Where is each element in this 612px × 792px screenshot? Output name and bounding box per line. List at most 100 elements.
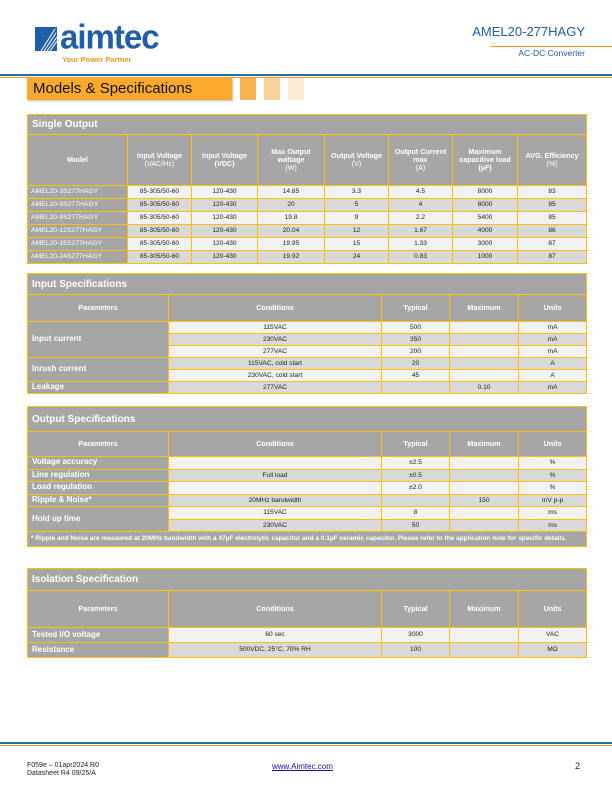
- column-header: Typical: [381, 431, 450, 457]
- table-cell: 20: [257, 198, 325, 212]
- table-cell: 0.83: [388, 250, 453, 264]
- table-cell: 85-305/50-60: [127, 237, 192, 251]
- aimtec-logo: aimtec Your Power Partner: [35, 17, 160, 72]
- footnote: * Ripple and Noise are measured at 20MHz…: [26, 530, 588, 548]
- column-header-label: Maximum capacitive load (µF): [459, 147, 511, 172]
- table-cell: A: [517, 357, 588, 370]
- column-header-label: Output Current max: [394, 147, 447, 165]
- parameter-name: Hold up time: [27, 506, 169, 532]
- product-subtitle: AC-DC Converter: [518, 48, 585, 58]
- table-cell: 12: [324, 224, 389, 238]
- table-cell: [449, 642, 519, 658]
- table-cell: 115VAC, cold start: [168, 357, 382, 370]
- table-cell: [449, 321, 519, 334]
- table-cell: 230VAC: [168, 333, 382, 346]
- parameter-name: Load regulation: [27, 481, 169, 495]
- column-header-label: Output Voltage: [331, 151, 382, 161]
- parameter-name: Tested I/O voltage: [27, 627, 169, 643]
- table-cell: 8000: [452, 185, 518, 199]
- table-cell: ±0.5: [381, 468, 450, 482]
- table-cell: 15: [324, 237, 389, 251]
- column-header: Maximum: [449, 431, 519, 457]
- column-header-label: AVG. Efficiency: [525, 151, 579, 161]
- column-header-unit: (V): [351, 159, 362, 168]
- column-header: Model: [27, 134, 128, 186]
- table-cell: 230VAC: [168, 518, 382, 532]
- table-cell: %: [517, 456, 588, 470]
- column-header: Output Voltage (V): [324, 134, 389, 186]
- table-cell: 120-430: [191, 198, 258, 212]
- output-spec-table: Output Specifications Parameters Condition…: [26, 406, 588, 548]
- column-header-unit: (W): [285, 162, 297, 172]
- table-cell: 230VAC, cold start: [168, 369, 382, 382]
- column-header: Parameters: [27, 431, 169, 457]
- table-cell: 45: [381, 369, 450, 382]
- table-cell: 115VAC: [168, 506, 382, 520]
- parameter-name: Leakage: [27, 381, 169, 394]
- table-cell: 120-430: [191, 250, 258, 264]
- table-cell: 19.8: [257, 211, 325, 225]
- table-cell: MΩ: [517, 642, 588, 658]
- column-header-unit: (VAC/Hz): [144, 159, 175, 168]
- table-cell: 85: [516, 211, 588, 225]
- table-row: Hold up time 115VAC 8 ms: [27, 506, 588, 532]
- table-cell: 3000: [452, 237, 518, 251]
- table-cell: 3.3: [324, 185, 389, 199]
- model-name: AMEL20-9S277HAGY: [27, 211, 128, 225]
- table-row: Tested I/O voltage 60 sec 3000 VAC: [27, 627, 588, 643]
- table-cell: 1.33: [388, 237, 453, 251]
- table-cell: 100: [381, 642, 450, 658]
- column-header-unit: (A): [415, 162, 426, 172]
- table-cell: mA: [517, 333, 588, 346]
- table-row: 230VAC 350 mA: [28, 333, 588, 346]
- footer-datasheet-rev: Datasheet R4 09/25/A: [27, 770, 96, 778]
- table-cell: 120-430: [191, 237, 258, 251]
- table-cell: 5400: [452, 211, 518, 225]
- table-title: Isolation Specification: [26, 568, 588, 591]
- table-cell: 2.2: [388, 211, 453, 225]
- model-name: AMEL20-24S277HAGY: [27, 250, 128, 264]
- section-banner: Models & Specifications: [27, 77, 232, 100]
- footer-divider: [0, 742, 612, 744]
- column-header: Conditions: [168, 590, 382, 628]
- banner-decoration: [264, 78, 280, 100]
- parameter-name: Ripple & Noise*: [27, 493, 169, 507]
- table-cell: 350: [381, 333, 450, 346]
- table-cell: [381, 381, 450, 394]
- footer-divider-accent: [0, 745, 612, 746]
- column-header: Maximum capacitive load (µF): [452, 134, 518, 186]
- table-cell: ±2.5: [381, 456, 450, 470]
- table-cell: [449, 468, 519, 482]
- parameter-name: Inrush current: [27, 357, 169, 382]
- table-cell: mA: [517, 345, 588, 358]
- table-cell: [449, 369, 519, 382]
- table-cell: 500VDC, 25°C, 70% RH: [168, 642, 382, 658]
- table-row: 277VAC 200 mA: [28, 345, 588, 358]
- table-cell: 50: [381, 518, 450, 532]
- column-header: Max Output wattage (W): [257, 134, 325, 186]
- table-cell: 5: [324, 198, 389, 212]
- table-cell: 14.85: [257, 185, 325, 199]
- column-header: Input Voltage (VAC/Hz): [127, 134, 192, 186]
- table-row: Voltage accuracy ±2.5%: [27, 456, 588, 470]
- table-cell: 85: [516, 198, 588, 212]
- table-row: AMEL20-24S277HAGY 85-305/50-60 120-430 19.9…: [27, 250, 588, 264]
- banner-decoration: [240, 78, 256, 100]
- table-row: Input current 115VAC 500 mA: [27, 321, 588, 358]
- column-header: Conditions: [168, 294, 382, 322]
- table-cell: VAC: [517, 627, 588, 643]
- website-link[interactable]: www.Aimtec.com: [272, 762, 333, 771]
- table-cell: 86: [516, 224, 588, 238]
- isolation-spec-table: Isolation Specification Parameters Conditi…: [26, 568, 588, 658]
- table-cell: 8: [381, 506, 450, 520]
- table-cell: [449, 357, 519, 370]
- header-divider: [0, 74, 612, 76]
- model-name: AMEL20-3S277HAGY: [27, 185, 128, 199]
- single-output-table: Single Output Model Input Voltage (VAC/Hz)…: [26, 114, 588, 264]
- table-cell: 20MHz bandwidth: [168, 493, 382, 507]
- banner-decoration: [288, 78, 304, 100]
- column-header: AVG. Efficiency (%): [516, 134, 588, 186]
- table-cell: [449, 627, 519, 643]
- column-header: Input Voltage (VDC): [191, 134, 258, 186]
- table-cell: mV p-p: [517, 493, 588, 507]
